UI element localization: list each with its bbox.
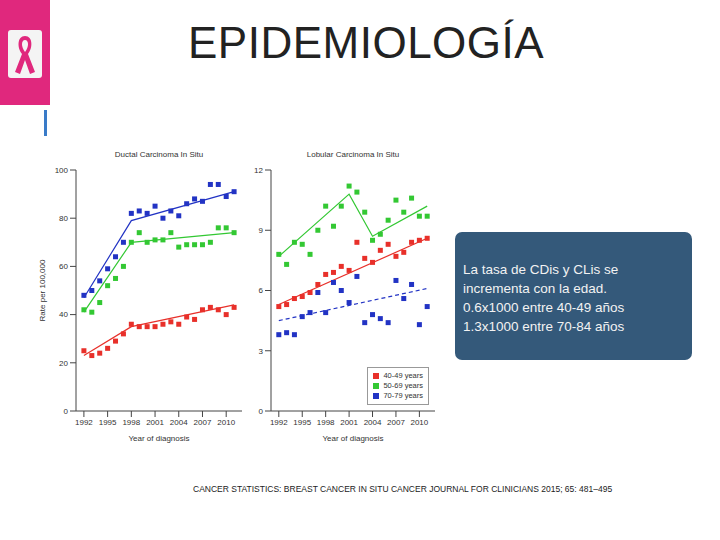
html-text:40-49 years: 40-49 years xyxy=(383,371,423,380)
html-text:1.3x1000 entre 70-84 años: 1.3x1000 entre 70-84 años xyxy=(463,319,625,334)
svg-text:20: 20 xyxy=(59,359,68,368)
svg-text:1992: 1992 xyxy=(270,418,288,427)
svg-text:Year of diagnosis: Year of diagnosis xyxy=(128,434,189,443)
svg-text:80: 80 xyxy=(59,214,68,223)
html-text:50-69 years: 50-69 years xyxy=(383,381,423,390)
html-text:EPIDEMIOLOGÍA: EPIDEMIOLOGÍA xyxy=(188,18,545,67)
svg-text:2001: 2001 xyxy=(340,418,358,427)
svg-text:100: 100 xyxy=(55,166,69,175)
svg-text:2001: 2001 xyxy=(146,418,164,427)
svg-text:3: 3 xyxy=(259,347,264,356)
svg-text:0: 0 xyxy=(259,407,264,416)
svg-text:Year of diagnosis: Year of diagnosis xyxy=(322,434,383,443)
svg-text:2010: 2010 xyxy=(217,418,235,427)
svg-text:12: 12 xyxy=(254,166,263,175)
svg-text:2004: 2004 xyxy=(364,418,382,427)
svg-text:1992: 1992 xyxy=(75,418,93,427)
svg-text:6: 6 xyxy=(259,286,264,295)
svg-text:2004: 2004 xyxy=(170,418,188,427)
html-text:Lobular Carcinoma In Situ: Lobular Carcinoma In Situ xyxy=(306,150,400,159)
html-text:0.6x1000 entre 40-49 años: 0.6x1000 entre 40-49 años xyxy=(463,300,625,315)
svg-text:2010: 2010 xyxy=(410,418,428,427)
html-text:70-79 years: 70-79 years xyxy=(383,391,423,400)
svg-text:Rate per 100,000: Rate per 100,000 xyxy=(38,259,47,321)
html-text:incrementa con la edad.: incrementa con la edad. xyxy=(463,281,608,296)
svg-text:1995: 1995 xyxy=(293,418,311,427)
svg-text:60: 60 xyxy=(59,262,68,271)
svg-text:40: 40 xyxy=(59,310,68,319)
html-text:Ductal Carcinoma In Situ: Ductal Carcinoma In Situ xyxy=(114,150,204,159)
svg-text:2007: 2007 xyxy=(194,418,212,427)
svg-text:1998: 1998 xyxy=(122,418,140,427)
svg-text:1998: 1998 xyxy=(317,418,335,427)
svg-text:0: 0 xyxy=(64,407,69,416)
svg-text:1995: 1995 xyxy=(99,418,117,427)
html-text:La tasa de CDis y CLis se: La tasa de CDis y CLis se xyxy=(463,262,619,277)
svg-text:2007: 2007 xyxy=(387,418,405,427)
svg-text:9: 9 xyxy=(259,226,264,235)
html-text:CANCER STATISTICS: BREAST CANC: CANCER STATISTICS: BREAST CANCER IN SITU… xyxy=(193,484,613,494)
